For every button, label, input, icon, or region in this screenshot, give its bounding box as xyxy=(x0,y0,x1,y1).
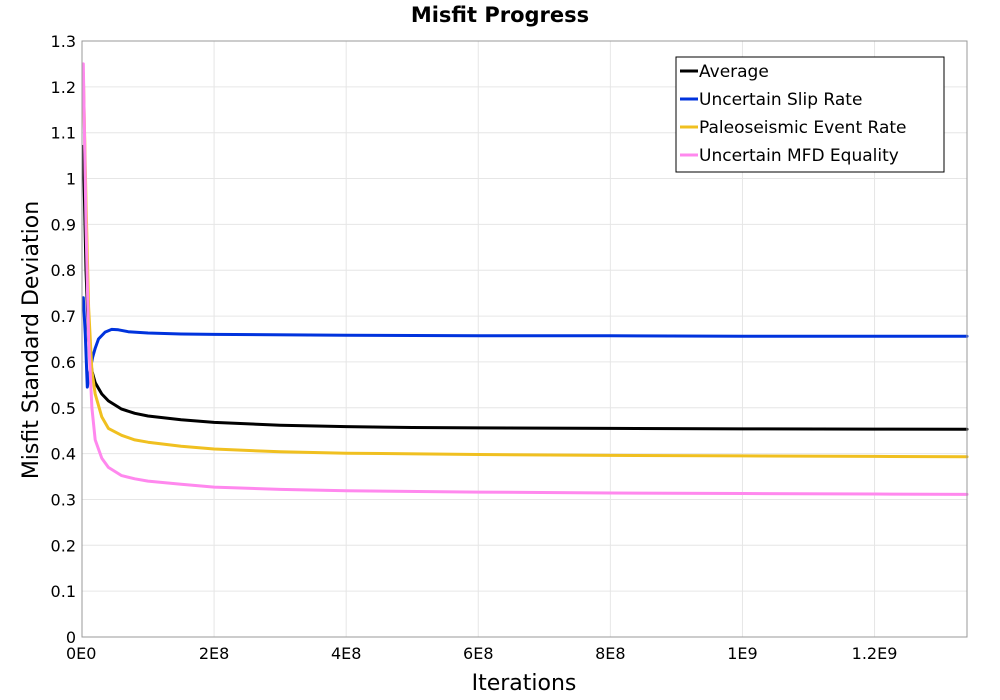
legend-label-3: Uncertain MFD Equality xyxy=(699,146,899,166)
x-tick-label: 1.2E9 xyxy=(852,644,898,663)
chart-title: Misfit Progress xyxy=(411,3,589,27)
y-tick-label: 1.2 xyxy=(51,78,76,97)
y-tick-label: 0.1 xyxy=(51,582,76,601)
legend-label-1: Uncertain Slip Rate xyxy=(699,90,862,110)
series-line-3 xyxy=(81,62,969,496)
legend-box xyxy=(675,56,945,173)
x-axis-label: Iterations xyxy=(472,671,577,696)
x-tick-label: 8E8 xyxy=(595,644,625,663)
y-tick-label: 0.3 xyxy=(51,490,76,509)
y-tick-label: 1.1 xyxy=(51,124,76,143)
y-tick-label: 1.3 xyxy=(51,32,76,51)
y-tick-label: 0.6 xyxy=(51,353,76,372)
x-tick-label: 2E8 xyxy=(199,644,229,663)
y-tick-label: 1 xyxy=(66,170,76,189)
y-tick-label: 0 xyxy=(66,628,76,647)
x-tick-label: 6E8 xyxy=(463,644,493,663)
y-tick-label: 0.9 xyxy=(51,215,76,234)
y-tick-label: 0.8 xyxy=(51,261,76,280)
legend: Average Uncertain Slip Rate Paleoseismic E… xyxy=(675,56,945,173)
x-tick-label: 1E9 xyxy=(727,644,757,663)
x-tick-label: 0E0 xyxy=(66,644,96,663)
y-tick-label: 0.7 xyxy=(51,307,76,326)
series-line-2 xyxy=(81,71,969,459)
legend-label-2: Paleoseismic Event Rate xyxy=(699,118,907,138)
y-tick-label: 0.4 xyxy=(51,445,76,464)
plot-frame xyxy=(81,40,968,638)
legend-label-0: Average xyxy=(699,62,769,82)
y-tick-label: 0.2 xyxy=(51,536,76,555)
y-axis-label: Misfit Standard Deviation xyxy=(19,201,44,479)
x-tick-label: 4E8 xyxy=(331,644,361,663)
y-tick-label: 0.5 xyxy=(51,399,76,418)
